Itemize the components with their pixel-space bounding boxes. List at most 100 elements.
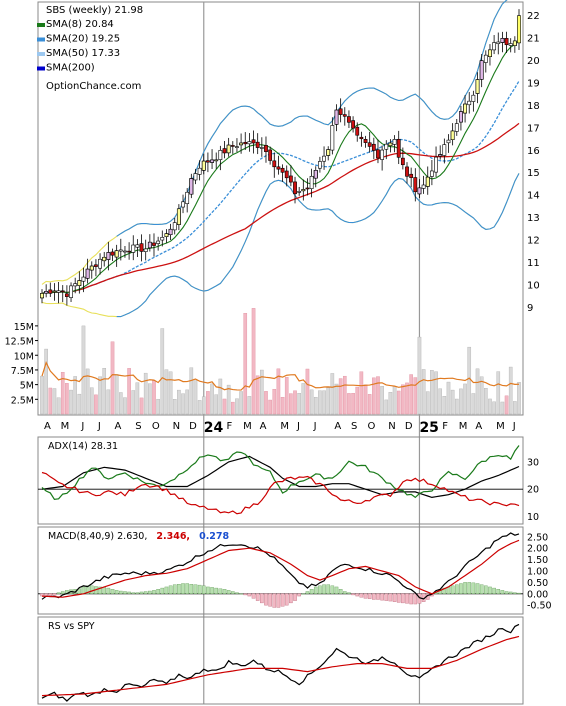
- candle: [446, 134, 451, 153]
- candle: [235, 138, 239, 153]
- histogram-bar: [206, 586, 210, 594]
- volume-bar: [401, 384, 405, 415]
- candle: [517, 9, 521, 50]
- volume-bar: [380, 386, 384, 415]
- volume-bar: [177, 389, 181, 415]
- price-tick-label: 10: [527, 280, 540, 291]
- candle: [396, 130, 401, 165]
- month-axis: A M J J A S O N D 24 F M A M J J A S O N D 25 F M A M J: [44, 420, 516, 436]
- price-tick-label: 11: [527, 258, 540, 269]
- volume-tick-label: 2.5M: [11, 395, 34, 406]
- month-label: D: [405, 421, 413, 432]
- candle: [463, 95, 467, 123]
- volume-bar: [471, 393, 476, 415]
- volume-bar: [359, 371, 364, 415]
- volume-bar: [313, 396, 318, 415]
- candle: [189, 173, 194, 199]
- volume-bar: [430, 370, 434, 415]
- candle: [309, 168, 314, 198]
- volume-axis: 2.5M 5M 7.5M 10M 12.5M 15M: [5, 322, 38, 406]
- volume-bar: [421, 369, 426, 415]
- histogram-bar: [189, 584, 194, 594]
- volume-bar: [405, 382, 409, 415]
- candle: [388, 139, 393, 153]
- histogram-bar: [177, 584, 181, 594]
- legend: SBS (weekly) 21.98 SMA(8) 20.84 SMA(20) 1…: [37, 5, 143, 92]
- histogram-bar: [131, 592, 136, 594]
- candle: [342, 107, 347, 126]
- candle: [77, 271, 82, 294]
- watermark: OptionChance.com: [46, 81, 141, 92]
- histogram-bar: [214, 587, 219, 594]
- histogram-bar: [218, 588, 223, 594]
- candle: [297, 186, 302, 196]
- candle: [102, 251, 107, 267]
- candle: [131, 235, 136, 261]
- candlesticks: [40, 9, 521, 306]
- candle: [442, 138, 447, 164]
- candle: [85, 258, 90, 284]
- volume-bar: [127, 368, 131, 415]
- volume-bar: [172, 399, 177, 415]
- histogram-bar: [280, 593, 285, 607]
- month-label: S: [351, 421, 357, 432]
- volume-bar: [388, 392, 393, 415]
- legend-item: SMA(8) 20.84: [46, 19, 114, 30]
- candle: [400, 147, 405, 170]
- volume-bar: [392, 386, 397, 415]
- price-tick-label: 16: [527, 146, 540, 157]
- histogram-bar: [471, 582, 476, 594]
- histogram-bar: [127, 591, 131, 594]
- month-label: 24: [204, 420, 224, 436]
- volume-bar: [293, 390, 297, 415]
- indicator-tick-label: 2.00: [527, 544, 548, 555]
- volume-bar: [168, 371, 173, 415]
- histogram-bar: [450, 585, 455, 594]
- histogram-bar: [326, 584, 331, 594]
- legend-item: SMA(50) 17.33: [46, 48, 120, 59]
- month-label: S: [135, 421, 141, 432]
- volume-bar: [156, 398, 160, 415]
- histogram-bar: [289, 593, 293, 604]
- month-label: J: [313, 421, 317, 432]
- candle: [210, 149, 214, 169]
- candle: [492, 35, 497, 55]
- histogram-bar: [384, 593, 389, 601]
- histogram-bar: [504, 591, 509, 594]
- histogram-bar: [243, 593, 248, 596]
- candle: [268, 146, 273, 165]
- volume-bar: [73, 376, 77, 415]
- legend-item: SMA(200): [46, 63, 95, 74]
- candle: [475, 72, 480, 104]
- indicator-tick-label: -0.50: [527, 601, 552, 612]
- candle: [363, 135, 368, 148]
- month-label: F: [227, 421, 233, 432]
- bollinger-lower-early: [41, 173, 520, 318]
- candle: [156, 236, 161, 251]
- candle: [504, 31, 509, 53]
- histogram-bar: [201, 585, 206, 594]
- price-tick-label: 12: [527, 236, 540, 247]
- legend-swatch: [37, 23, 45, 27]
- candle: [371, 137, 376, 160]
- candle: [176, 204, 181, 231]
- candle: [434, 146, 438, 177]
- volume-bar: [417, 336, 422, 415]
- volume-bar: [230, 401, 235, 415]
- histogram-bar: [143, 591, 148, 594]
- month-label: A: [475, 421, 482, 432]
- volume-bar: [235, 398, 239, 415]
- histogram-bar: [106, 587, 111, 594]
- adx-panel: ADX(14) 28.31 10 20 30: [37, 436, 539, 525]
- indicator-line-signal: [41, 539, 520, 598]
- volume-bar: [102, 368, 107, 415]
- volume-bar: [255, 375, 260, 415]
- volume-bar: [413, 377, 418, 415]
- indicator-line-macd: [41, 532, 520, 600]
- volume-bar: [467, 346, 472, 415]
- volume-bar: [222, 398, 227, 415]
- volume-bar: [309, 389, 314, 415]
- candle: [94, 259, 98, 277]
- histogram-bar: [81, 586, 86, 594]
- volume-bar: [280, 396, 285, 415]
